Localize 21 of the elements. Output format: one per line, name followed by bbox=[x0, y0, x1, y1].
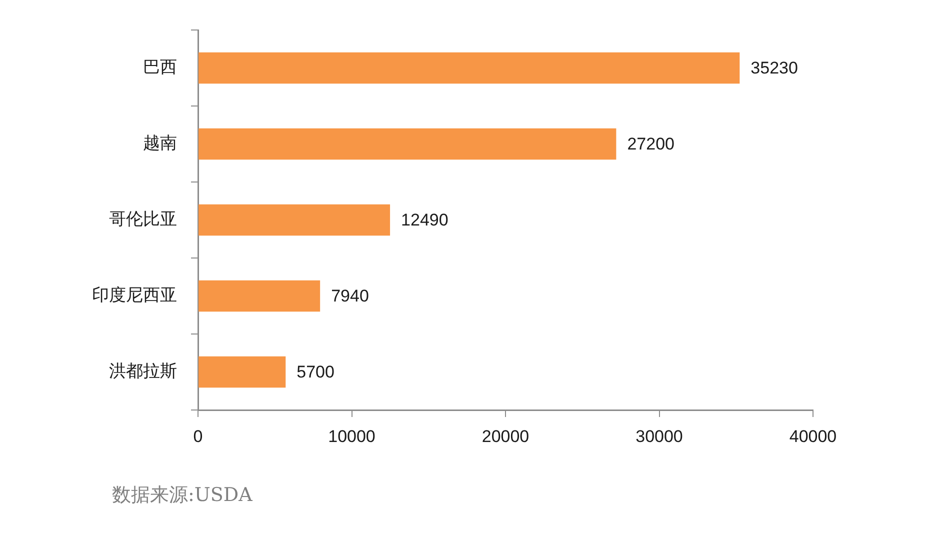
data-label: 5700 bbox=[296, 362, 334, 382]
x-tick-label: 10000 bbox=[328, 426, 376, 446]
bar bbox=[198, 128, 616, 160]
x-tick-label: 30000 bbox=[636, 426, 683, 446]
y-tick-label: 哥伦比亚 bbox=[109, 209, 177, 230]
y-tick-label: 洪都拉斯 bbox=[109, 361, 177, 382]
x-tick-label: 0 bbox=[193, 426, 203, 446]
bar bbox=[198, 204, 390, 236]
data-label: 27200 bbox=[627, 134, 674, 154]
bar bbox=[198, 280, 320, 312]
y-tick-label: 越南 bbox=[143, 133, 177, 154]
data-label: 35230 bbox=[750, 58, 798, 78]
x-tick-label: 40000 bbox=[789, 426, 837, 446]
bar bbox=[198, 52, 740, 84]
y-tick-label: 巴西 bbox=[143, 57, 177, 78]
y-tick-label: 印度尼西亚 bbox=[92, 285, 177, 306]
data-label: 7940 bbox=[331, 286, 369, 306]
source-note: 数据来源:USDA bbox=[112, 483, 252, 508]
x-tick-label: 20000 bbox=[482, 426, 530, 446]
bar bbox=[198, 356, 286, 388]
data-label: 12490 bbox=[401, 210, 448, 230]
